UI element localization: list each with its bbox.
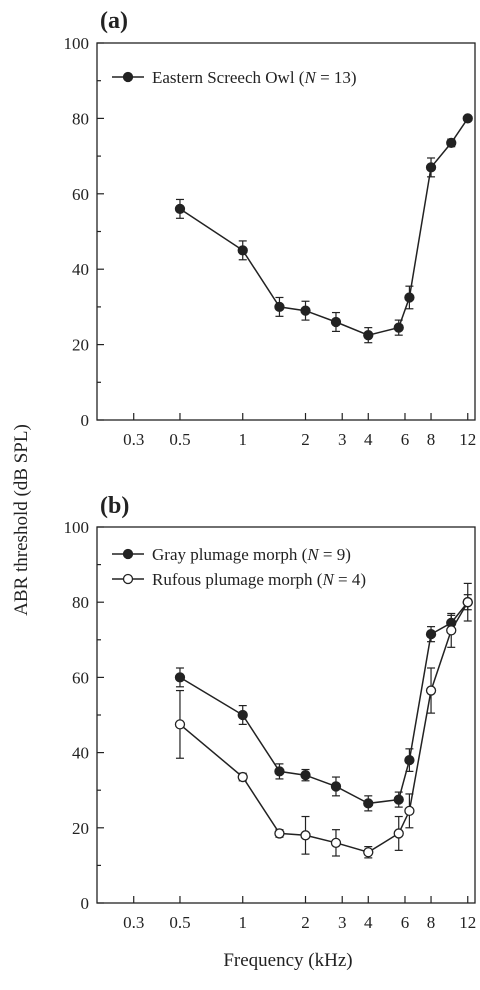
y-tick-label: 0	[81, 894, 90, 913]
data-point	[274, 766, 285, 777]
y-tick-label: 100	[64, 518, 90, 537]
data-point	[274, 828, 285, 839]
x-tick-label: 0.5	[169, 913, 190, 932]
legend-label: Gray plumage morph (N = 9)	[152, 545, 351, 564]
data-point	[425, 162, 437, 173]
x-tick-label: 6	[401, 913, 410, 932]
x-tick-label: 2	[301, 430, 310, 449]
data-point	[393, 322, 404, 333]
data-point	[237, 709, 248, 721]
y-tick-label: 40	[72, 744, 89, 763]
legend-marker	[122, 71, 134, 83]
x-tick-label: 12	[459, 913, 476, 932]
x-tick-label: 2	[301, 913, 310, 932]
y-tick-label: 20	[72, 336, 89, 355]
data-point	[330, 837, 342, 848]
x-tick-label: 8	[427, 430, 436, 449]
x-tick-label: 1	[238, 913, 247, 932]
data-point	[425, 685, 437, 696]
data-point	[174, 719, 186, 730]
x-tick-label: 6	[401, 430, 410, 449]
data-point	[404, 805, 415, 817]
legend-marker	[122, 573, 134, 585]
series-2	[174, 582, 473, 859]
panel-label: (a)	[100, 8, 128, 34]
data-point	[404, 292, 415, 303]
legend-label: Rufous plumage morph (N = 4)	[152, 570, 366, 589]
x-tick-label: 4	[364, 913, 373, 932]
x-tick-label: 3	[338, 913, 347, 932]
data-point	[393, 828, 404, 839]
x-tick-label: 8	[427, 913, 436, 932]
data-point	[330, 781, 342, 792]
x-axis-label: Frequency (kHz)	[223, 950, 352, 971]
data-point	[425, 629, 437, 640]
data-point	[300, 830, 311, 841]
data-point	[174, 672, 186, 683]
x-tick-label: 0.3	[123, 913, 144, 932]
legend-marker	[122, 548, 134, 560]
data-point	[363, 847, 374, 858]
y-tick-label: 80	[72, 593, 89, 612]
y-tick-label: 40	[72, 260, 89, 279]
y-tick-label: 60	[72, 185, 89, 204]
x-tick-label: 0.3	[123, 430, 144, 449]
series-line	[179, 601, 469, 854]
x-tick-label: 3	[338, 430, 347, 449]
data-point	[237, 771, 248, 783]
plot-frame	[96, 42, 476, 421]
data-point	[446, 625, 457, 636]
data-point	[462, 597, 473, 608]
x-tick-label: 0.5	[169, 430, 190, 449]
x-tick-label: 1	[238, 430, 247, 449]
x-tick-label: 4	[364, 430, 373, 449]
y-tick-label: 60	[72, 668, 89, 687]
data-point	[237, 245, 248, 256]
data-point	[462, 113, 473, 124]
series-1	[174, 113, 473, 344]
series-line	[179, 601, 469, 805]
y-axis-label: ABR threshold (dB SPL)	[11, 424, 32, 616]
data-point	[274, 301, 285, 313]
series-1	[174, 594, 473, 812]
data-point	[393, 794, 404, 805]
y-tick-label: 100	[64, 34, 90, 53]
data-point	[363, 330, 374, 341]
y-tick-label: 0	[81, 411, 90, 430]
panel-label: (b)	[100, 493, 129, 519]
data-point	[300, 305, 311, 316]
y-tick-label: 80	[72, 109, 89, 128]
x-tick-label: 12	[459, 430, 476, 449]
data-point	[446, 137, 457, 149]
data-point	[300, 770, 311, 781]
legend-label: Eastern Screech Owl (N = 13)	[152, 68, 357, 87]
data-point	[404, 754, 415, 766]
data-point	[174, 203, 186, 215]
series-line	[179, 117, 469, 336]
y-tick-label: 20	[72, 819, 89, 838]
data-point	[330, 316, 342, 328]
data-point	[363, 798, 374, 809]
